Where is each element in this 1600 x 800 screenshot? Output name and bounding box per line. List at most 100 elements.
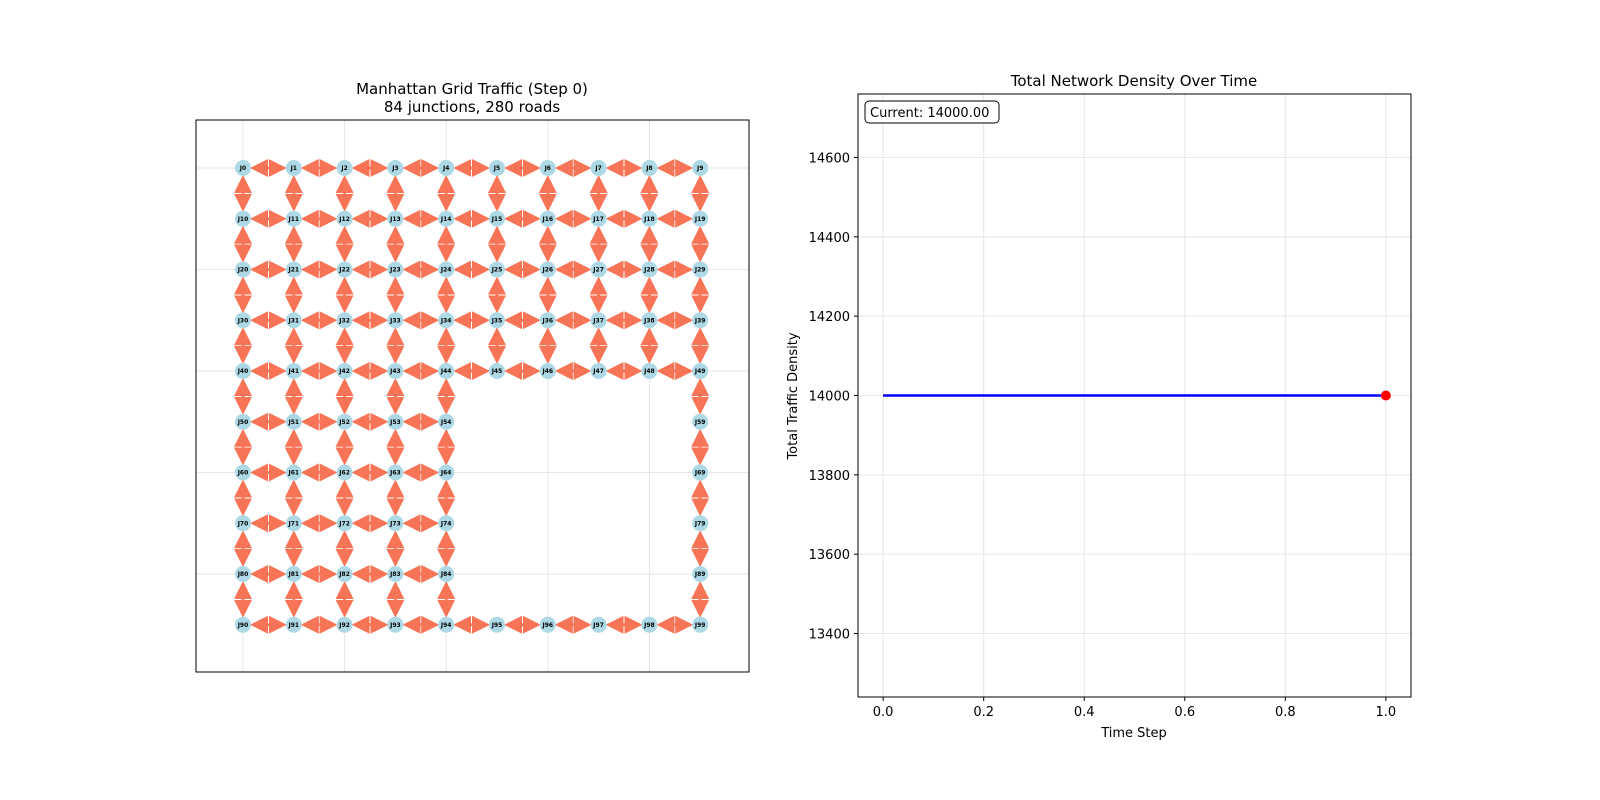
junction-node: J72 <box>336 515 353 532</box>
junction-label: J84 <box>440 571 452 578</box>
junction-label: J22 <box>338 267 350 274</box>
junction-node: J4 <box>438 160 455 176</box>
junction-label: J63 <box>389 470 401 477</box>
junction-node: J80 <box>235 566 251 582</box>
junction-label: J18 <box>643 216 655 223</box>
junction-label: J54 <box>440 419 452 426</box>
junction-node: J51 <box>285 413 302 430</box>
junction-marker <box>438 464 455 481</box>
junction-label: J7 <box>594 165 601 172</box>
junction-node: J44 <box>438 363 455 379</box>
junction-marker <box>489 210 505 227</box>
junction-node: J49 <box>692 363 709 379</box>
junction-node: J53 <box>387 413 404 430</box>
junction-node: J10 <box>235 210 251 227</box>
junction-node: J0 <box>235 160 251 176</box>
junction-node: J61 <box>285 464 302 481</box>
junction-label: J30 <box>237 317 249 324</box>
junction-marker <box>438 413 455 430</box>
junction-node: J2 <box>336 160 353 176</box>
junction-marker <box>336 616 353 633</box>
junction-label: J16 <box>542 216 554 223</box>
junction-label: J69 <box>694 470 706 477</box>
junction-label: J94 <box>440 622 452 629</box>
junction-marker <box>336 566 353 582</box>
y-tick-label: 14200 <box>809 310 850 325</box>
junction-marker <box>336 261 353 278</box>
junction-marker <box>387 616 404 633</box>
junction-label: J93 <box>389 622 401 629</box>
junction-label: J6 <box>544 165 551 172</box>
junction-marker <box>692 210 709 227</box>
junction-node: J69 <box>692 464 709 481</box>
junction-label: J92 <box>338 622 350 629</box>
junction-node: J95 <box>489 616 505 633</box>
junction-node: J59 <box>692 413 709 430</box>
junction-marker <box>235 160 251 176</box>
junction-marker <box>590 210 607 227</box>
junction-label: J12 <box>338 216 350 223</box>
junction-marker <box>692 312 709 329</box>
junction-label: J1 <box>290 165 297 172</box>
junction-label: J5 <box>493 165 500 172</box>
junction-marker <box>539 363 556 379</box>
junction-node: J45 <box>489 363 505 379</box>
junction-node: J64 <box>438 464 455 481</box>
junction-marker <box>336 413 353 430</box>
junction-marker <box>438 160 455 176</box>
junction-marker <box>285 616 302 633</box>
junction-marker <box>590 312 607 329</box>
junction-label: J62 <box>338 470 350 477</box>
junction-node: J35 <box>489 312 505 329</box>
junction-marker <box>590 160 607 176</box>
junction-label: J25 <box>491 267 503 274</box>
junction-marker <box>387 261 404 278</box>
junction-marker <box>438 312 455 329</box>
junction-marker <box>336 160 353 176</box>
junction-marker <box>539 210 556 227</box>
junction-marker <box>489 261 505 278</box>
junction-marker <box>438 616 455 633</box>
junction-marker <box>285 160 302 176</box>
junction-marker <box>692 413 709 430</box>
junction-marker <box>235 261 251 278</box>
junction-label: J46 <box>542 368 554 375</box>
junction-node: J26 <box>539 261 556 278</box>
junction-marker <box>285 261 302 278</box>
y-tick-label: 13600 <box>809 548 850 563</box>
network-panel: Manhattan Grid Traffic (Step 0) 84 junct… <box>195 80 750 673</box>
network-title-line2: 84 junctions, 280 roads <box>384 98 560 116</box>
junction-label: J9 <box>696 165 703 172</box>
junction-label: J98 <box>643 622 655 629</box>
junction-node: J16 <box>539 210 556 227</box>
junction-label: J74 <box>440 520 452 527</box>
junction-node: J6 <box>539 160 556 176</box>
junction-node: J34 <box>438 312 455 329</box>
junction-node: J82 <box>336 566 353 582</box>
junction-marker <box>285 413 302 430</box>
junction-label: J99 <box>694 622 706 629</box>
junction-marker <box>387 515 404 532</box>
junction-node: J20 <box>235 261 251 278</box>
line-chart-axes-frame <box>857 93 1412 698</box>
junction-node: J81 <box>285 566 302 582</box>
junction-label: J3 <box>391 165 398 172</box>
junction-node: J98 <box>641 616 658 633</box>
junction-marker <box>539 160 556 176</box>
junction-node: J46 <box>539 363 556 379</box>
junction-marker <box>692 515 709 532</box>
junction-label: J35 <box>491 317 503 324</box>
junction-label: J47 <box>592 368 604 375</box>
junction-node: J79 <box>692 515 709 532</box>
y-tick-label: 14000 <box>809 390 850 405</box>
junction-label: J13 <box>389 216 401 223</box>
network-nodes: J0 J1 J2 J3 J4 J5 J6 J7 J8 J9 J10 J11 J12 J13 J14 J15 J1… <box>235 160 709 633</box>
junction-label: J44 <box>440 368 452 375</box>
junction-node: J24 <box>438 261 455 278</box>
junction-marker <box>336 363 353 379</box>
junction-node: J40 <box>235 363 251 379</box>
junction-node: J74 <box>438 515 455 532</box>
junction-label: J29 <box>694 267 706 274</box>
junction-label: J24 <box>440 267 452 274</box>
junction-node: J48 <box>641 363 658 379</box>
